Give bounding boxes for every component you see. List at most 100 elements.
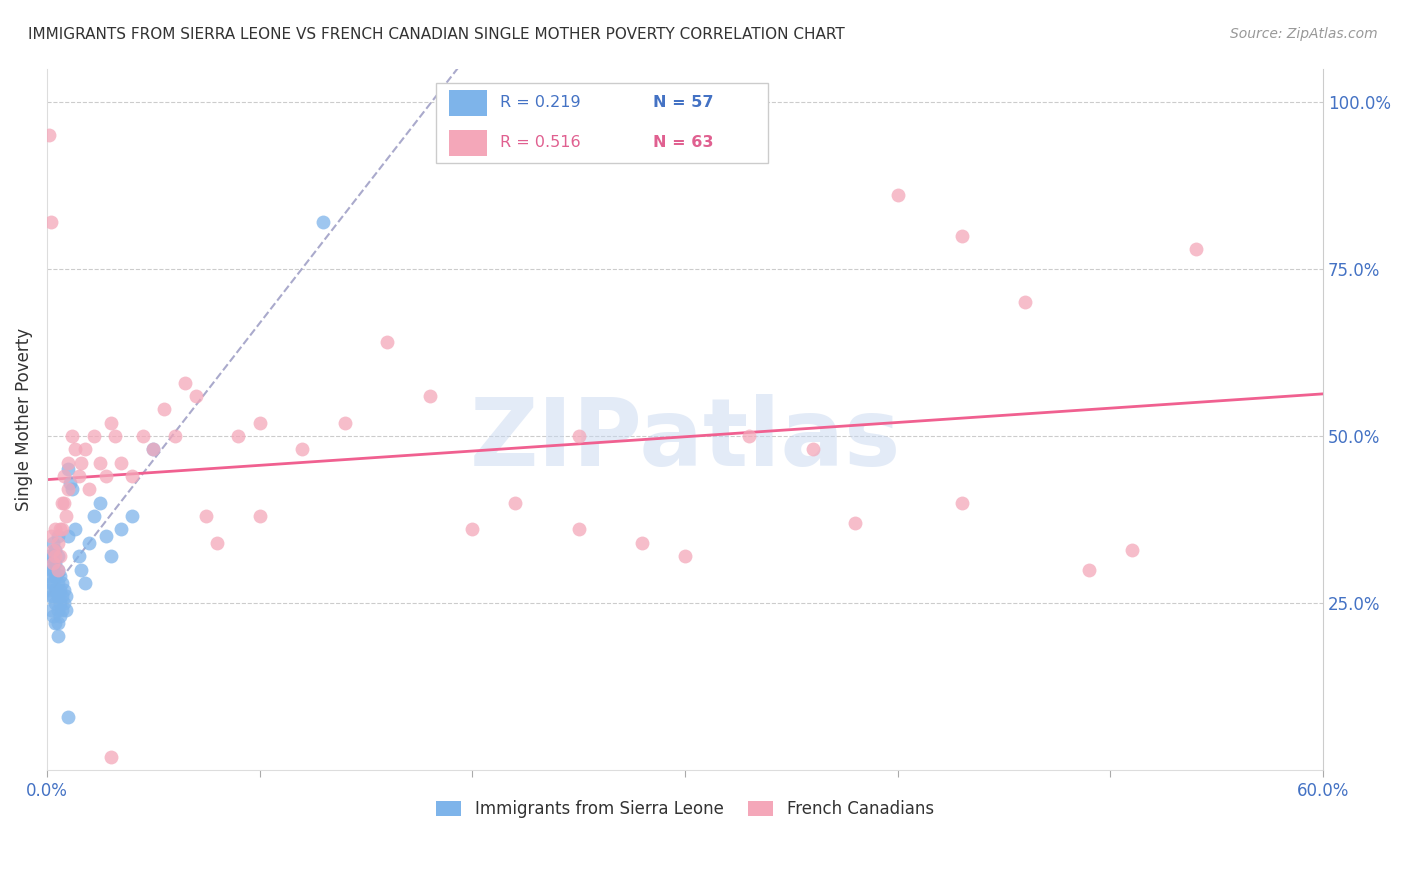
Point [39, 576, 62, 591]
Point [42, 589, 65, 603]
Point [44, 569, 66, 583]
Text: IMMIGRANTS FROM SIERRA LEONE VS FRENCH CANADIAN SINGLE MOTHER POVERTY CORRELATIO: IMMIGRANTS FROM SIERRA LEONE VS FRENCH C… [28, 27, 845, 42]
Point [83, 509, 105, 524]
Point [42, 549, 65, 564]
Text: R = 0.219: R = 0.219 [501, 95, 581, 111]
Point [1078, 563, 1101, 577]
FancyBboxPatch shape [449, 129, 488, 156]
FancyBboxPatch shape [449, 89, 488, 116]
Point [153, 402, 176, 417]
Point [89, 496, 111, 510]
Point [100, 749, 122, 764]
Point [96, 529, 118, 543]
Point [46, 549, 69, 564]
Point [738, 429, 761, 443]
Point [56, 709, 79, 723]
Point [51, 602, 73, 616]
Point [38, 569, 60, 583]
Point [51, 589, 73, 603]
Point [333, 416, 356, 430]
Point [568, 523, 591, 537]
Point [568, 429, 591, 443]
Point [1014, 295, 1036, 310]
Point [121, 509, 143, 524]
Point [52, 496, 75, 510]
Point [44, 596, 66, 610]
Point [42, 536, 65, 550]
Point [62, 483, 84, 497]
Point [75, 442, 97, 457]
Text: N = 57: N = 57 [654, 95, 714, 111]
Y-axis label: Single Mother Poverty: Single Mother Poverty [15, 327, 32, 511]
Point [110, 523, 132, 537]
Point [44, 523, 66, 537]
Point [51, 576, 73, 591]
Point [39, 529, 62, 543]
Point [46, 563, 69, 577]
Point [312, 215, 335, 229]
Point [52, 596, 75, 610]
Point [48, 596, 70, 610]
Point [55, 602, 77, 616]
Point [42, 576, 65, 591]
Point [419, 389, 441, 403]
Point [75, 576, 97, 591]
Point [503, 496, 526, 510]
Point [63, 523, 86, 537]
Point [44, 582, 66, 597]
Point [52, 469, 75, 483]
Point [950, 496, 973, 510]
Point [39, 556, 62, 570]
Point [56, 529, 79, 543]
Point [38, 128, 60, 143]
Point [48, 609, 70, 624]
Point [1184, 242, 1206, 256]
Point [249, 509, 271, 524]
Legend: Immigrants from Sierra Leone, French Canadians: Immigrants from Sierra Leone, French Can… [429, 794, 941, 825]
Point [291, 442, 314, 457]
Point [55, 589, 77, 603]
Point [48, 549, 70, 564]
Point [56, 462, 79, 476]
Point [39, 215, 62, 229]
Point [142, 442, 165, 457]
Point [42, 609, 65, 624]
Point [46, 629, 69, 643]
Point [110, 456, 132, 470]
Point [70, 563, 93, 577]
Point [46, 615, 69, 630]
Point [886, 188, 908, 202]
Point [46, 576, 69, 591]
Point [844, 516, 866, 530]
Point [195, 509, 218, 524]
Point [83, 429, 105, 443]
Point [39, 589, 62, 603]
Point [70, 456, 93, 470]
Point [67, 469, 90, 483]
Point [44, 542, 66, 557]
Point [89, 456, 111, 470]
Point [100, 549, 122, 564]
Point [174, 376, 197, 390]
Point [67, 549, 90, 564]
Point [62, 429, 84, 443]
Point [228, 429, 250, 443]
Point [56, 483, 79, 497]
Point [44, 549, 66, 564]
Point [44, 615, 66, 630]
Point [48, 569, 70, 583]
Point [56, 456, 79, 470]
Point [55, 509, 77, 524]
Point [46, 602, 69, 616]
Point [163, 429, 186, 443]
Point [48, 523, 70, 537]
Point [96, 469, 118, 483]
Text: N = 63: N = 63 [654, 136, 714, 151]
Point [46, 529, 69, 543]
Point [104, 429, 127, 443]
Text: ZIPatlas: ZIPatlas [470, 394, 901, 486]
Point [42, 563, 65, 577]
Point [100, 416, 122, 430]
Point [51, 496, 73, 510]
Point [121, 469, 143, 483]
